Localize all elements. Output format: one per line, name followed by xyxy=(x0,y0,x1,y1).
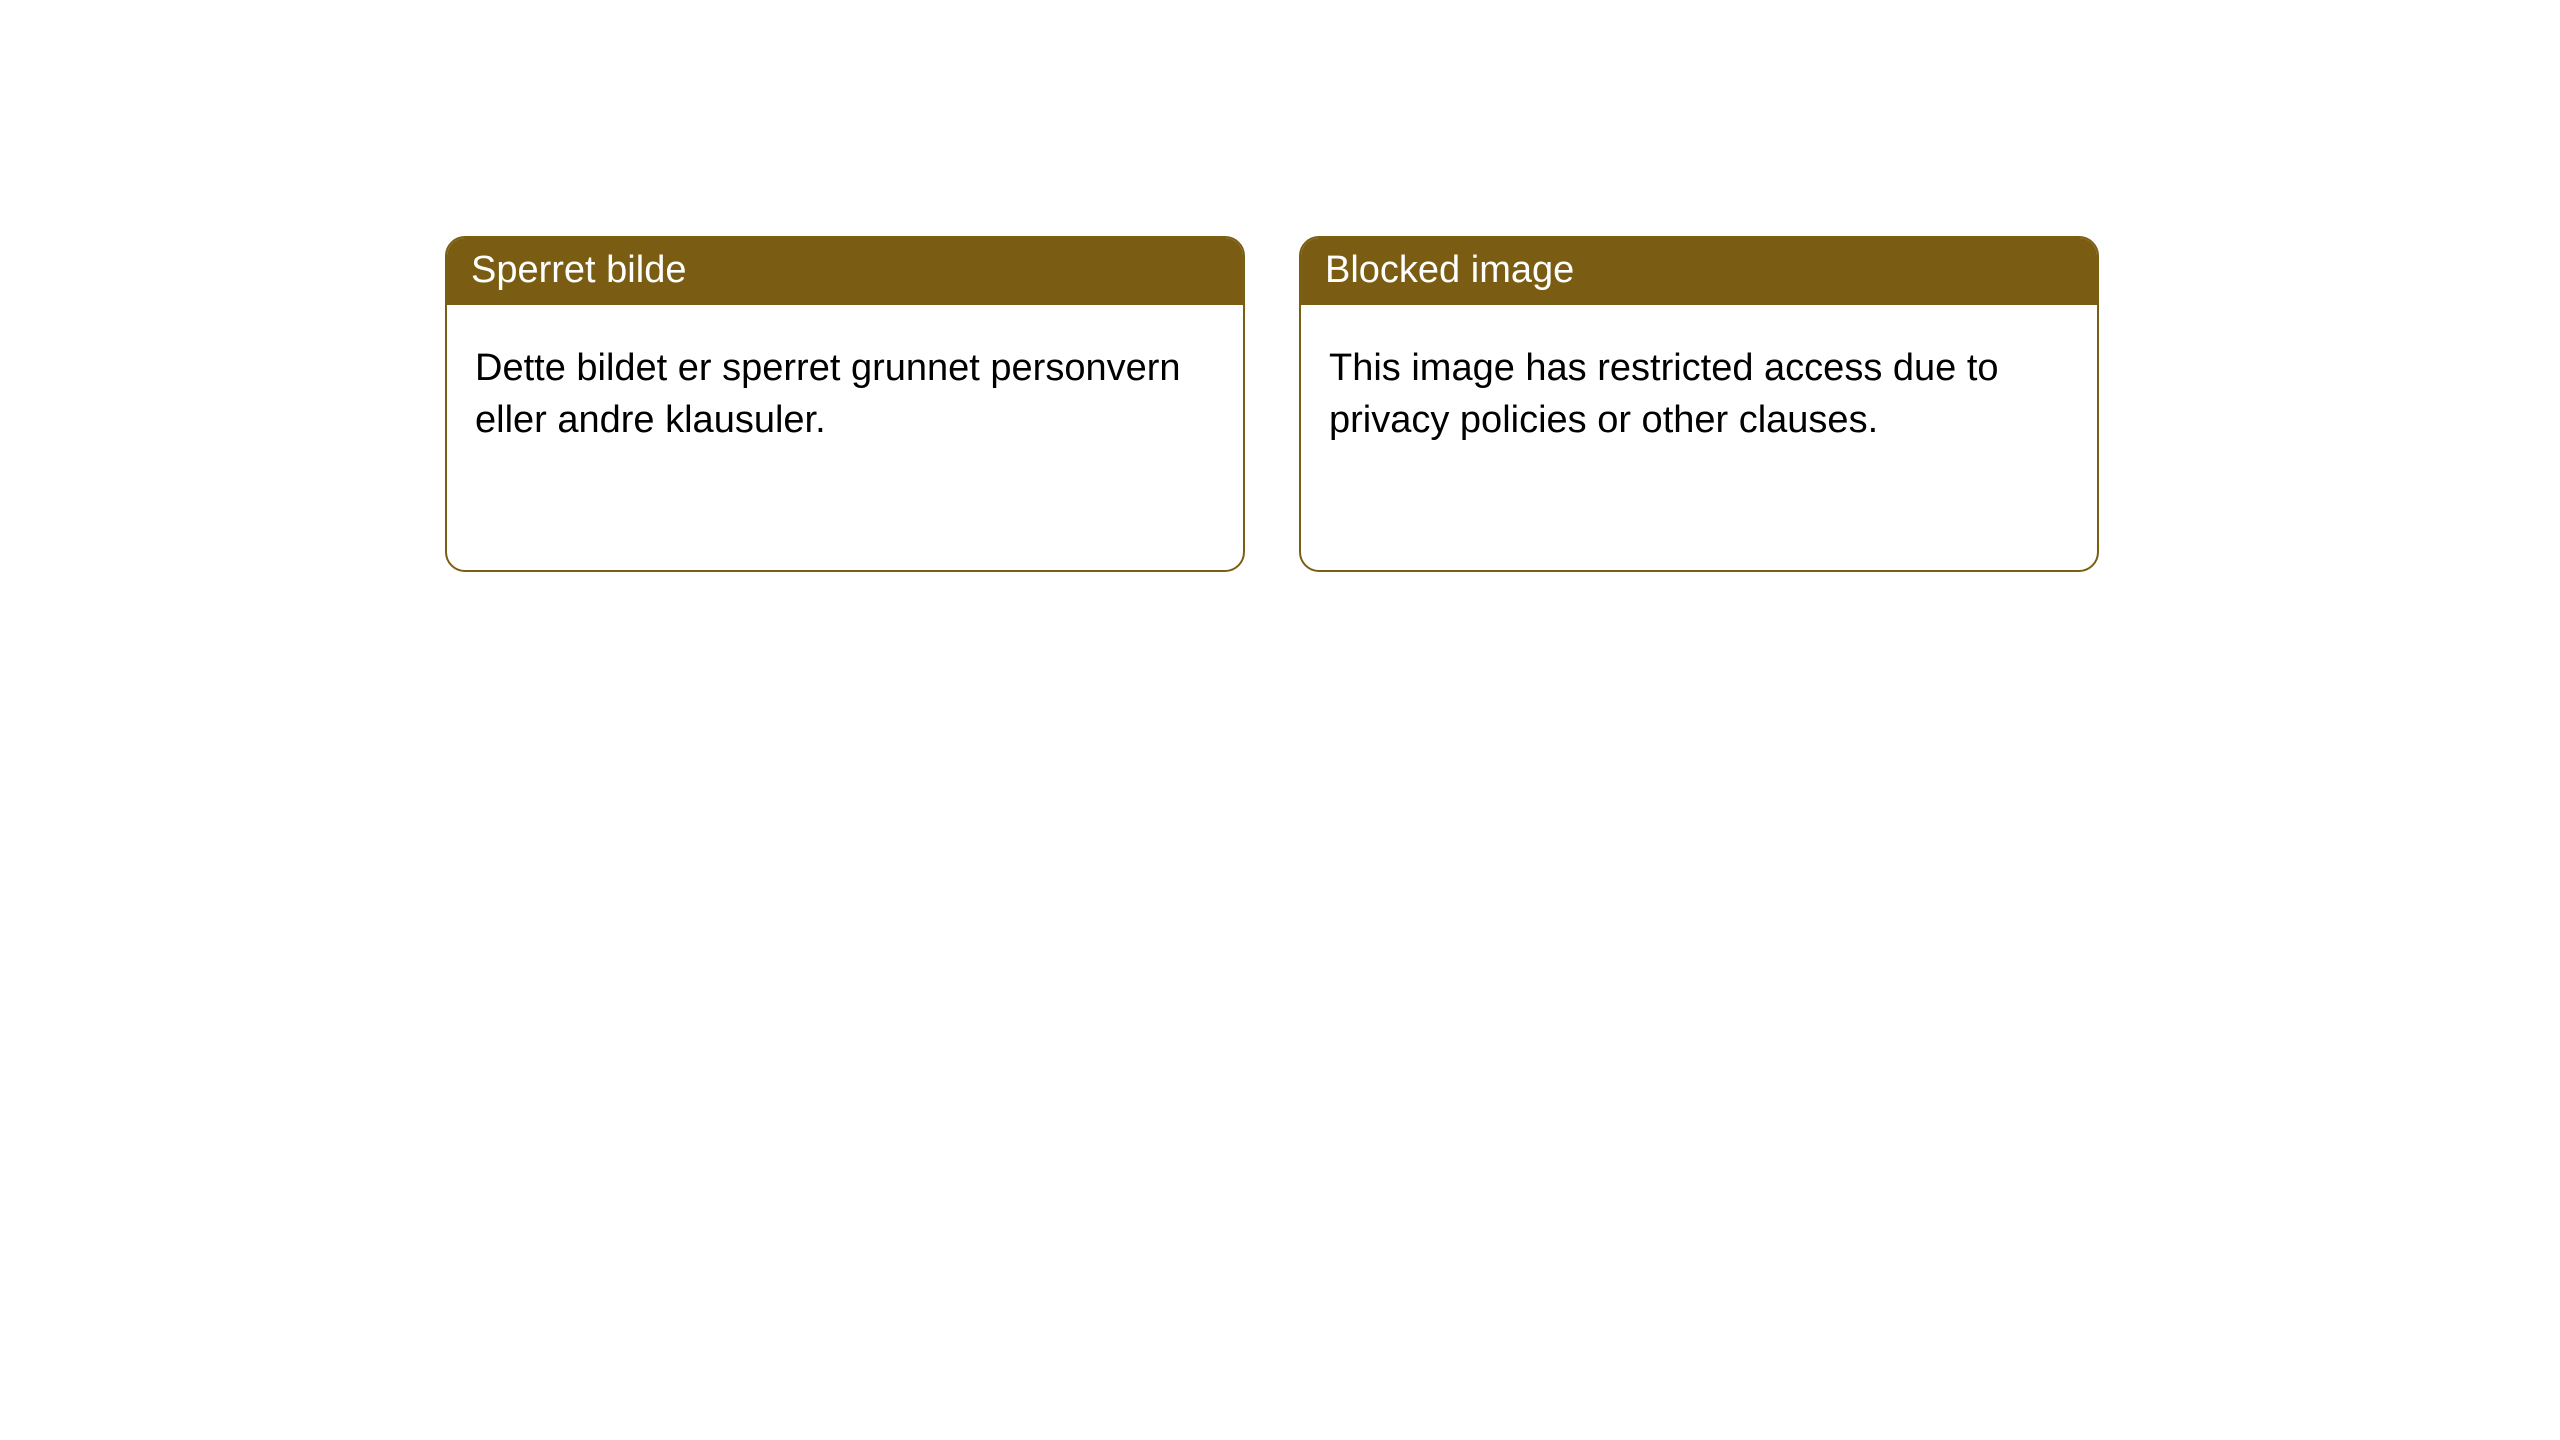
card-blocked-en: Blocked image This image has restricted … xyxy=(1299,236,2099,572)
card-header: Blocked image xyxy=(1301,238,2097,305)
card-blocked-no: Sperret bilde Dette bildet er sperret gr… xyxy=(445,236,1245,572)
card-body: This image has restricted access due to … xyxy=(1301,305,2097,474)
cards-container: Sperret bilde Dette bildet er sperret gr… xyxy=(0,0,2560,572)
card-title: Sperret bilde xyxy=(471,249,686,291)
card-body: Dette bildet er sperret grunnet personve… xyxy=(447,305,1243,474)
card-header: Sperret bilde xyxy=(447,238,1243,305)
card-title: Blocked image xyxy=(1325,249,1574,291)
card-body-text: Dette bildet er sperret grunnet personve… xyxy=(475,347,1181,440)
card-body-text: This image has restricted access due to … xyxy=(1329,347,1999,440)
